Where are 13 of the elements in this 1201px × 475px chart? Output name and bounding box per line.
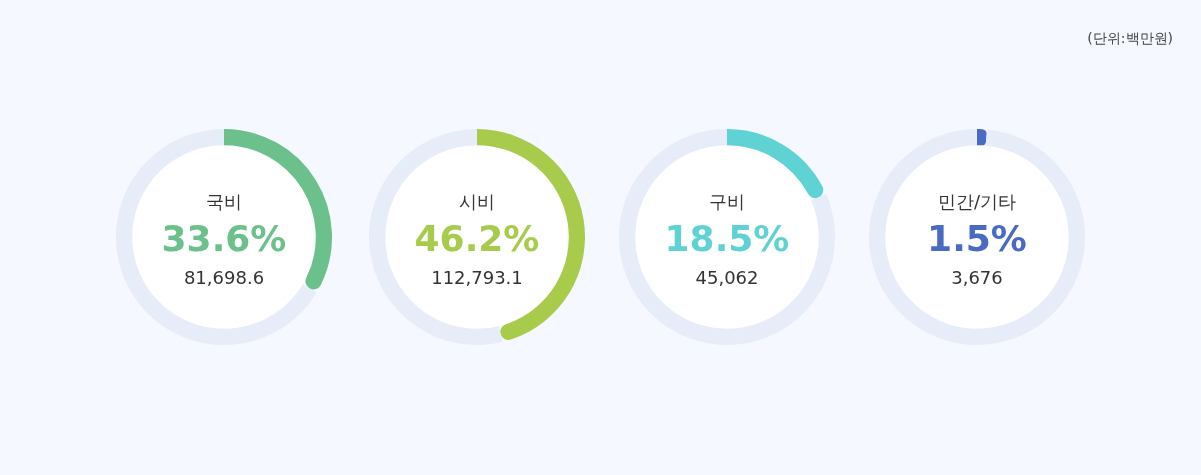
data-label: 1.5% (927, 218, 1027, 259)
slice-label: 구비 (709, 190, 745, 214)
slice-label: 시비 (459, 190, 495, 214)
text: 81,698.6 (183, 267, 265, 288)
text: 45,062 (695, 267, 759, 288)
text: 3,676 (951, 267, 1003, 288)
text: (단위:백만원) (1087, 30, 1173, 48)
slice-label: 국비 (206, 190, 242, 214)
text: 112,793.1 (431, 267, 523, 288)
data-label: 46.2% (414, 218, 540, 259)
slice-label: 민간/기타 (937, 190, 1017, 214)
data-label: 33.6% (161, 218, 287, 259)
data-label: 18.5% (664, 218, 790, 259)
